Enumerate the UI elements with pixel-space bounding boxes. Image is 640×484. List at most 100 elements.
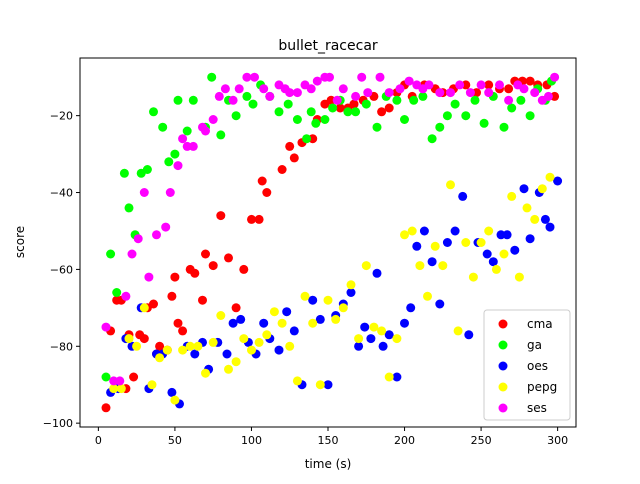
pepg-point <box>545 172 555 182</box>
ses-point <box>259 84 269 94</box>
pepg-point <box>377 326 387 336</box>
oes-point <box>315 314 325 324</box>
cma-point <box>198 295 207 305</box>
cma-point <box>285 141 295 151</box>
ses-point <box>234 84 244 94</box>
ga-point <box>112 288 122 297</box>
legend-marker-cma <box>498 319 508 329</box>
ga-point <box>450 99 460 109</box>
pepg-point <box>170 395 180 405</box>
cma-point <box>335 103 345 113</box>
cma-point <box>550 91 560 101</box>
pepg-point <box>331 314 341 324</box>
cma-point <box>208 261 218 271</box>
y-axis-label: score <box>13 226 27 258</box>
oes-point <box>323 380 333 390</box>
ses-point <box>384 88 394 98</box>
ga-point <box>461 111 471 121</box>
x-tick-label: 200 <box>394 434 415 447</box>
ses-point <box>338 84 348 94</box>
oes-point <box>274 345 284 355</box>
ga-point <box>479 118 489 128</box>
pepg-point <box>300 291 310 301</box>
oes-point <box>259 318 269 328</box>
y-tick-label: −80 <box>50 340 73 353</box>
x-tick-label: 0 <box>95 434 102 447</box>
ga-point <box>306 107 316 117</box>
oes-point <box>519 184 529 194</box>
pepg-point <box>468 272 478 282</box>
cma-point <box>254 214 264 224</box>
oes-point <box>354 341 364 351</box>
pepg-point <box>254 337 264 347</box>
pepg-point <box>446 180 455 190</box>
ga-point <box>164 157 174 167</box>
legend-label-oes: oes <box>527 359 548 373</box>
ga-point <box>418 91 428 101</box>
oes-point <box>540 214 550 224</box>
ga-point <box>142 165 152 174</box>
oes-point <box>442 238 452 247</box>
cma-point <box>167 291 177 301</box>
pepg-point <box>361 261 371 271</box>
cma-point <box>257 176 267 186</box>
x-tick-label: 150 <box>318 434 339 447</box>
pepg-point <box>507 191 517 201</box>
oes-point <box>412 241 422 251</box>
pepg-point <box>461 238 471 247</box>
pepg-point <box>292 376 302 386</box>
ses-point <box>242 72 252 82</box>
ses-point <box>101 322 111 332</box>
pepg-point <box>277 318 287 328</box>
ses-point <box>484 88 494 98</box>
oes-point <box>510 245 520 255</box>
pepg-point <box>185 341 195 351</box>
ga-point <box>320 115 330 124</box>
pepg-point <box>338 303 348 313</box>
cma-point <box>155 341 165 351</box>
ga-point <box>188 95 198 105</box>
points-layer <box>101 72 563 413</box>
oes-point <box>372 268 382 278</box>
oes-point <box>384 330 394 340</box>
ga-point <box>119 168 129 178</box>
pepg-point <box>201 368 210 378</box>
x-tick-label: 250 <box>471 434 492 447</box>
pepg-point <box>239 334 249 344</box>
pepg-point <box>415 261 425 271</box>
series-ses <box>101 72 560 386</box>
ses-point <box>127 249 137 259</box>
pepg-point <box>346 280 356 290</box>
ses-point <box>285 88 295 98</box>
pepg-point <box>407 226 417 236</box>
ga-point <box>101 372 111 382</box>
pepg-point <box>522 203 532 213</box>
ses-point <box>530 88 540 98</box>
oes-point <box>360 322 370 332</box>
cma-point <box>384 103 394 113</box>
legend-box <box>483 309 571 421</box>
oes-point <box>190 349 200 359</box>
ga-point <box>302 134 312 144</box>
legend-marker-oes <box>498 361 508 371</box>
ses-point <box>306 84 316 94</box>
ga-point <box>516 95 526 105</box>
cma-point <box>129 372 139 382</box>
oes-point <box>282 307 292 317</box>
ga-point <box>248 99 258 109</box>
cma-point <box>484 80 494 90</box>
ga-point <box>311 118 321 128</box>
ga-point <box>470 95 480 105</box>
chart-title: bullet_racecar <box>278 38 378 54</box>
ses-point <box>265 91 275 101</box>
ga-point <box>525 111 535 121</box>
ses-point <box>519 84 529 94</box>
pepg-point <box>132 341 142 351</box>
ses-point <box>357 72 367 82</box>
oes-point <box>502 230 512 240</box>
ga-point <box>106 249 116 259</box>
oes-point <box>419 226 429 236</box>
ga-point <box>442 111 452 121</box>
ses-point <box>543 91 553 101</box>
